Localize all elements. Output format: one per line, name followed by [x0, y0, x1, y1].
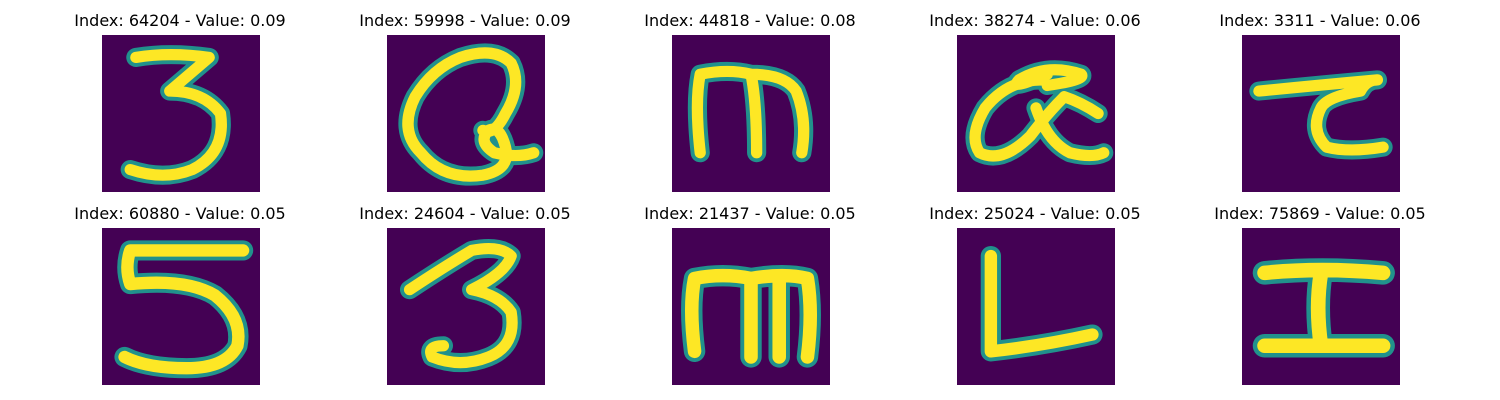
character-image: [1242, 228, 1400, 385]
character-image: [387, 35, 545, 192]
panel-2: Index: 59998 - Value: 0.09: [335, 11, 595, 196]
panel-title: Index: 38274 - Value: 0.06: [905, 11, 1165, 31]
panel-title: Index: 64204 - Value: 0.09: [50, 11, 310, 31]
panel-title: Index: 44818 - Value: 0.08: [620, 11, 880, 31]
digit-image: [102, 35, 260, 192]
digit-image: [102, 228, 260, 385]
panel-title: Index: 60880 - Value: 0.05: [50, 204, 310, 224]
panel-9: Index: 25024 - Value: 0.05: [905, 204, 1165, 389]
panel-8: Index: 21437 - Value: 0.05: [620, 204, 880, 389]
character-image: [957, 35, 1115, 192]
character-image: [672, 228, 830, 385]
panel-title: Index: 25024 - Value: 0.05: [905, 204, 1165, 224]
digit-image: [387, 228, 545, 385]
panel-title: Index: 75869 - Value: 0.05: [1190, 204, 1450, 224]
panel-title: Index: 59998 - Value: 0.09: [335, 11, 595, 31]
character-image: [672, 35, 830, 192]
panel-10: Index: 75869 - Value: 0.05: [1190, 204, 1450, 389]
panel-title: Index: 24604 - Value: 0.05: [335, 204, 595, 224]
panel-3: Index: 44818 - Value: 0.08: [620, 11, 880, 196]
panel-title: Index: 21437 - Value: 0.05: [620, 204, 880, 224]
panel-6: Index: 60880 - Value: 0.05: [50, 204, 310, 389]
character-image: [1242, 35, 1400, 192]
panel-4: Index: 38274 - Value: 0.06: [905, 11, 1165, 196]
panel-7: Index: 24604 - Value: 0.05: [335, 204, 595, 389]
panel-1: Index: 64204 - Value: 0.09: [50, 11, 310, 196]
character-image: [957, 228, 1115, 385]
panel-5: Index: 3311 - Value: 0.06: [1190, 11, 1450, 196]
panel-title: Index: 3311 - Value: 0.06: [1190, 11, 1450, 31]
